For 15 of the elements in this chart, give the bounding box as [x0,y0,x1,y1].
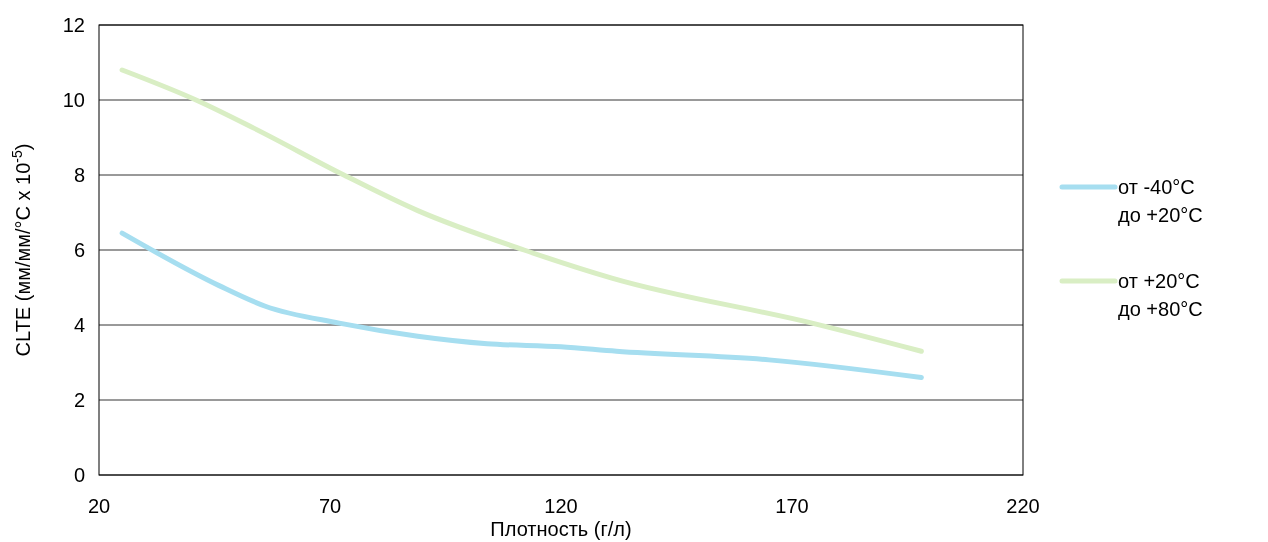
x-tick-label: 70 [318,495,342,517]
y-tick-label: 4 [73,314,85,336]
legend-label: от +20°C до +80°C [1118,270,1203,320]
y-tick-label: 0 [73,464,85,486]
y-tick-label: 6 [73,239,85,261]
x-tick-label: 170 [775,495,809,517]
y-tick-label: 8 [73,164,85,186]
x-tick-label: 20 [87,495,111,517]
x-tick-label: 120 [544,495,578,517]
y-tick-label: 2 [73,389,85,411]
x-axis-title: Плотность (г/л) [490,518,632,540]
y-tick-label: 12 [62,14,85,36]
y-tick-label: 10 [62,89,85,111]
x-tick-label: 220 [1006,495,1040,517]
legend-label: от -40°C до +20°C [1118,176,1203,226]
